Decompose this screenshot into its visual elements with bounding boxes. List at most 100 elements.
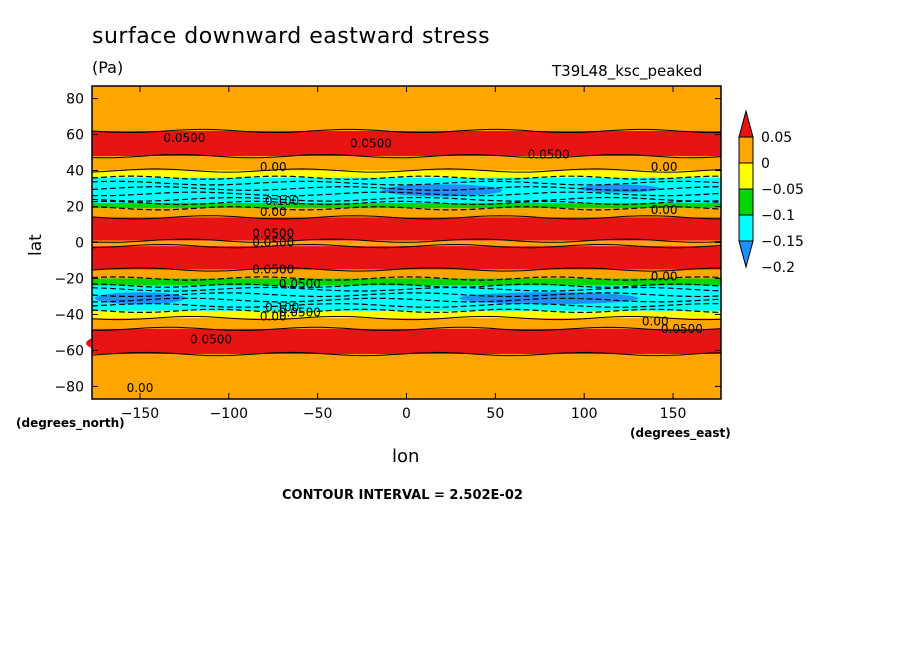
y-tick-label: 60 bbox=[66, 128, 84, 144]
contour-0 bbox=[91, 128, 722, 134]
contour-4 bbox=[91, 200, 722, 206]
contour-label: 0.0500 bbox=[279, 306, 321, 320]
colorbar-label: 0.05 bbox=[761, 130, 792, 146]
band-5 bbox=[92, 202, 721, 209]
contour-label: 0.0500 bbox=[252, 236, 294, 250]
contour-label: 0.00 bbox=[260, 205, 287, 219]
anomaly-sh-4 bbox=[422, 335, 463, 352]
contour-label: 0.0500 bbox=[350, 137, 392, 151]
colorbar-label: −0.1 bbox=[761, 208, 795, 224]
x-axis-ticks: −150 −100 −50 0 50 100 150 bbox=[121, 86, 686, 422]
contour-7 bbox=[91, 238, 722, 243]
contour-3 bbox=[91, 175, 721, 180]
band-11 bbox=[92, 278, 721, 286]
x-tick-label: −150 bbox=[121, 406, 159, 422]
anomaly-sh-2 bbox=[458, 292, 639, 305]
band-15 bbox=[92, 328, 721, 355]
contour-label: 0.0500 bbox=[190, 333, 232, 347]
contour-jet-2 bbox=[91, 186, 722, 191]
colorbar-label: −0.2 bbox=[761, 260, 795, 276]
anomaly-nh-2 bbox=[579, 184, 660, 193]
anomaly-sh-5 bbox=[615, 335, 696, 352]
contour-lines bbox=[91, 128, 722, 357]
band-16 bbox=[92, 354, 721, 399]
y-tick-label: −80 bbox=[54, 379, 84, 395]
x-tick-label: 0 bbox=[402, 406, 411, 422]
contour-label: 0.00 bbox=[651, 270, 678, 284]
contour-15 bbox=[91, 351, 722, 357]
band-8 bbox=[92, 240, 721, 247]
band-7 bbox=[92, 217, 721, 241]
x-tick-label: 100 bbox=[571, 406, 598, 422]
contour-interval-note: CONTOUR INTERVAL = 2.502E-02 bbox=[282, 488, 523, 503]
band-0 bbox=[92, 86, 721, 131]
colorbar-label: −0.15 bbox=[761, 234, 804, 250]
colorbar-label: 0 bbox=[761, 156, 770, 172]
anomaly-nh-1 bbox=[382, 184, 503, 197]
contour-10 bbox=[91, 276, 722, 281]
band-3 bbox=[92, 170, 721, 178]
band-2 bbox=[92, 156, 721, 171]
y-tick-label: −20 bbox=[54, 271, 84, 287]
anomaly-sh-3 bbox=[86, 333, 177, 354]
contour-jet-5 bbox=[91, 292, 722, 298]
contour-label: 0.100 bbox=[265, 300, 299, 314]
x-tick-label: −50 bbox=[303, 406, 333, 422]
y-tick-label: 0 bbox=[75, 236, 84, 252]
colorbar-bottom-arrow bbox=[738, 240, 754, 269]
colorbar-label: −0.05 bbox=[761, 182, 804, 198]
y-tick-label: 80 bbox=[66, 92, 84, 108]
contour-label: 0.0500 bbox=[252, 262, 294, 276]
contour-13 bbox=[91, 316, 722, 321]
band-9 bbox=[92, 246, 721, 270]
contour-jet-1 bbox=[92, 191, 722, 197]
contour-label: 0.0500 bbox=[279, 277, 321, 291]
plot-anomalies bbox=[86, 184, 696, 354]
contour-label: 0.100 bbox=[265, 194, 299, 208]
plot-bands bbox=[92, 86, 721, 399]
anomaly-sh-1 bbox=[94, 292, 185, 305]
contour-14 bbox=[92, 326, 722, 331]
band-10 bbox=[92, 269, 721, 279]
contour-jet-4 bbox=[91, 286, 722, 292]
y-tick-label: −60 bbox=[54, 343, 84, 359]
y-tick-label: −40 bbox=[54, 307, 84, 323]
band-1 bbox=[92, 130, 721, 157]
chart-title: surface downward eastward stress bbox=[92, 24, 491, 49]
contour-6 bbox=[91, 215, 722, 220]
contour-jet-0 bbox=[91, 196, 722, 202]
band-13 bbox=[92, 310, 721, 319]
contour-11 bbox=[91, 283, 722, 288]
contour-label: 0.00 bbox=[651, 203, 678, 217]
contour-label: 0.0500 bbox=[528, 147, 570, 161]
colorbar: 0.05 0 −0.05 −0.1 −0.15 −0.2 bbox=[738, 109, 804, 276]
contour-label: 0.00 bbox=[127, 381, 154, 395]
contour-label: 0.0500 bbox=[661, 322, 703, 336]
contour-12 bbox=[91, 308, 722, 313]
contour-5 bbox=[91, 206, 722, 211]
contour-2 bbox=[91, 168, 722, 173]
y-axis-ticks: −80 −60 −40 −20 0 20 40 60 80 bbox=[54, 92, 721, 395]
contour-label: 0.00 bbox=[260, 309, 287, 323]
x-axis-units: (degrees_east) bbox=[630, 426, 731, 440]
contour-9 bbox=[91, 267, 722, 272]
contour-1 bbox=[91, 154, 722, 159]
colorbar-segment bbox=[738, 162, 754, 190]
contour-label: 0.00 bbox=[651, 160, 678, 174]
contour-jet-3 bbox=[91, 180, 722, 186]
dataset-name: T39L48_ksc_peaked bbox=[552, 62, 703, 80]
x-axis-label: lon bbox=[392, 446, 420, 467]
colorbar-segment bbox=[738, 136, 754, 164]
contour-label: 0.00 bbox=[642, 315, 669, 329]
contour-8 bbox=[91, 243, 722, 249]
y-axis-units: (degrees_north) bbox=[16, 416, 125, 430]
contour-label: 0.0500 bbox=[163, 131, 205, 145]
chart-units: (Pa) bbox=[92, 58, 124, 77]
band-14 bbox=[92, 318, 721, 329]
colorbar-top-arrow bbox=[738, 109, 754, 138]
colorbar-segment bbox=[738, 214, 754, 242]
x-tick-label: −100 bbox=[210, 406, 248, 422]
y-tick-label: 20 bbox=[66, 200, 84, 216]
